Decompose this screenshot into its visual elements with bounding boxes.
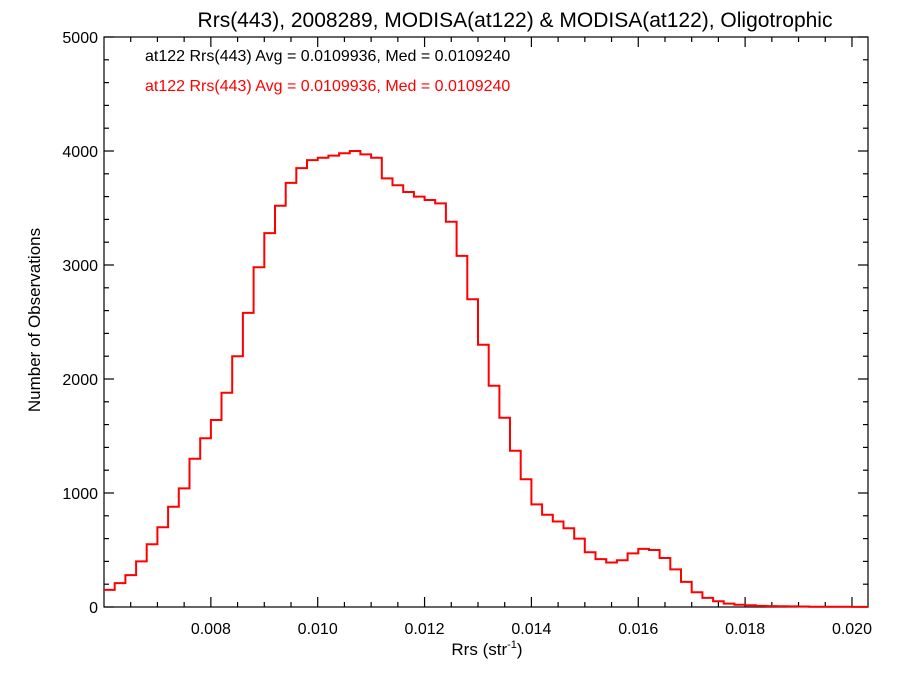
x-tick-label: 0.016 xyxy=(618,621,658,638)
x-tick-label: 0.012 xyxy=(405,621,445,638)
x-axis-label-main: Rrs (str xyxy=(451,640,507,659)
y-tick-label: 5000 xyxy=(62,30,98,47)
x-tick-label: 0.018 xyxy=(725,621,765,638)
x-axis-label-sup: -1 xyxy=(507,639,517,651)
y-tick-label: 1000 xyxy=(62,486,98,503)
x-tick-label: 0.010 xyxy=(298,621,338,638)
x-axis-label: Rrs (str-1) xyxy=(451,639,522,659)
y-tick-label: 0 xyxy=(89,600,98,617)
y-tick-label: 3000 xyxy=(62,258,98,275)
y-tick-label: 2000 xyxy=(62,372,98,389)
y-axis-label: Number of Observations xyxy=(25,228,44,412)
plot-frame xyxy=(103,36,869,608)
histogram-series xyxy=(104,150,868,608)
annotation-black: at122 Rrs(443) Avg = 0.0109936, Med = 0.… xyxy=(145,48,510,65)
tick-labels: 0.008 0.010 0.012 0.014 0.016 0.018 0.020 0 1000… xyxy=(62,30,872,638)
x-tick-label: 0.020 xyxy=(832,621,872,638)
x-axis-label-end: ) xyxy=(517,640,523,659)
x-tick-label: 0.008 xyxy=(191,621,231,638)
annotation-red: at122 Rrs(443) Avg = 0.0109936, Med = 0.… xyxy=(145,78,510,95)
axis-ticks xyxy=(104,36,868,608)
chart-title: Rrs(443), 2008289, MODISA(at122) & MODIS… xyxy=(198,9,833,32)
x-tick-label: 0.014 xyxy=(511,621,551,638)
y-tick-label: 4000 xyxy=(62,144,98,161)
